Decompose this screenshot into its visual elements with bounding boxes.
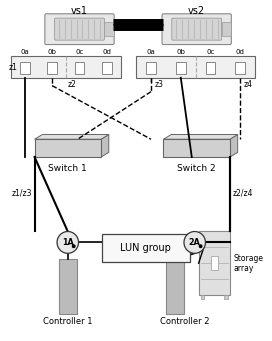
Text: 0d: 0d — [236, 49, 245, 55]
Text: Controller 1: Controller 1 — [43, 317, 92, 326]
FancyBboxPatch shape — [55, 18, 104, 40]
Text: Controller 2: Controller 2 — [160, 317, 210, 326]
Polygon shape — [230, 134, 238, 157]
Bar — [20, 62, 30, 74]
Text: 0c: 0c — [206, 49, 215, 55]
Bar — [104, 22, 114, 36]
Text: z2: z2 — [67, 80, 76, 89]
Text: 0a: 0a — [20, 49, 29, 55]
Text: Switch 1: Switch 1 — [48, 164, 87, 173]
Bar — [59, 259, 77, 314]
Text: 0b: 0b — [176, 49, 185, 55]
Text: 0a: 0a — [147, 49, 155, 55]
Bar — [200, 295, 205, 299]
Text: vs1: vs1 — [71, 6, 88, 16]
Bar — [75, 62, 84, 74]
Text: 0c: 0c — [75, 49, 84, 55]
Bar — [136, 56, 255, 78]
Circle shape — [199, 244, 203, 248]
Text: 1A: 1A — [62, 238, 74, 247]
Text: z1/z3: z1/z3 — [11, 188, 32, 197]
Text: z3: z3 — [155, 80, 164, 89]
Text: z4: z4 — [243, 80, 252, 89]
Bar — [146, 62, 156, 74]
Bar — [35, 139, 101, 157]
Text: z1: z1 — [8, 63, 17, 72]
Bar — [199, 232, 230, 295]
Polygon shape — [101, 134, 109, 157]
Bar — [236, 62, 245, 74]
Bar — [206, 62, 215, 74]
Text: z2/z4: z2/z4 — [233, 188, 253, 197]
Text: vs2: vs2 — [188, 6, 205, 16]
Bar — [11, 56, 120, 78]
Text: Storage
array: Storage array — [234, 254, 264, 273]
FancyBboxPatch shape — [162, 14, 231, 45]
Bar — [102, 62, 112, 74]
Bar — [47, 62, 57, 74]
Bar — [211, 256, 218, 270]
Polygon shape — [35, 134, 109, 139]
Bar — [176, 62, 186, 74]
Text: 0b: 0b — [48, 49, 57, 55]
Text: 0d: 0d — [102, 49, 111, 55]
Circle shape — [184, 232, 205, 253]
Bar — [102, 235, 190, 262]
Bar — [163, 139, 230, 157]
Text: LUN group: LUN group — [120, 243, 171, 253]
Bar — [166, 259, 184, 314]
Bar — [221, 22, 231, 36]
FancyBboxPatch shape — [45, 14, 114, 45]
Text: 2A: 2A — [189, 238, 201, 247]
Bar — [224, 295, 228, 299]
Circle shape — [57, 232, 79, 253]
Circle shape — [72, 244, 76, 248]
FancyBboxPatch shape — [172, 18, 221, 40]
Polygon shape — [163, 134, 238, 139]
Text: Switch 2: Switch 2 — [177, 164, 216, 173]
